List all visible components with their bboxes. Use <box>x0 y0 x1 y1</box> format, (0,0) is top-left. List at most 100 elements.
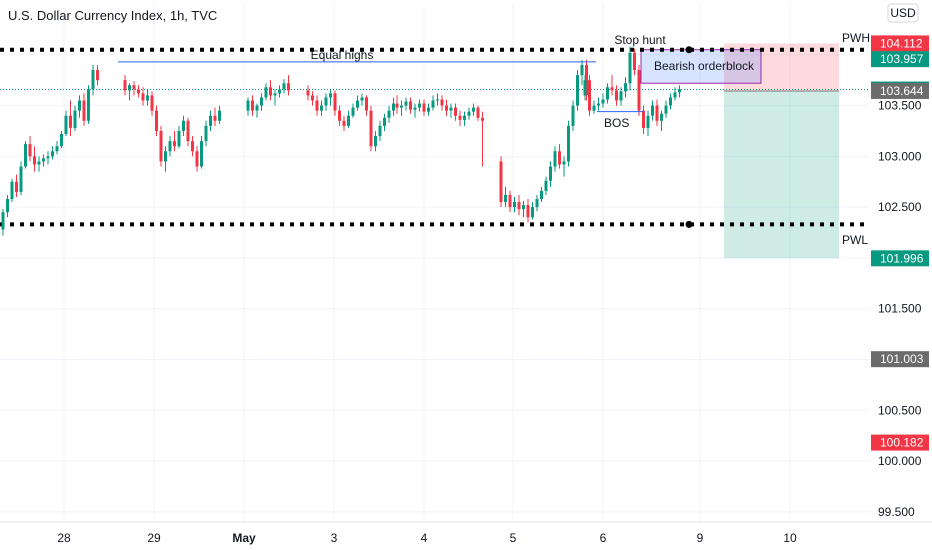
candle-body <box>218 110 221 121</box>
candle-body <box>669 97 672 106</box>
candle-body <box>526 205 530 218</box>
candle-body <box>1 212 5 230</box>
y-tick-label: 103.000 <box>878 149 922 163</box>
candle-body <box>282 83 286 90</box>
candle-body <box>260 97 263 106</box>
candle-body <box>186 120 190 142</box>
candle-body <box>615 90 618 101</box>
candle-body <box>449 107 453 111</box>
currency-label: USD <box>890 6 916 20</box>
candle-body <box>637 70 641 111</box>
x-tick-label: 29 <box>147 531 161 545</box>
candle-body <box>392 103 395 111</box>
candle-body <box>436 99 439 101</box>
x-tick-label: 28 <box>57 531 71 545</box>
candle-body <box>619 91 623 101</box>
candle-body <box>28 144 32 157</box>
price-tag <box>871 35 929 52</box>
x-tick-label: May <box>232 531 256 545</box>
price-tag-label: 101.996 <box>880 251 924 265</box>
candle-body <box>633 52 636 71</box>
candle-body <box>351 107 355 116</box>
candle-body <box>467 111 471 116</box>
candle-body <box>378 125 382 137</box>
candle-body <box>445 105 448 111</box>
price-tag-label: 103.957 <box>880 52 924 66</box>
candle-body <box>73 110 77 128</box>
candle-body <box>287 83 290 91</box>
candle-body <box>278 89 281 94</box>
currency-badge <box>887 3 919 23</box>
candle-body <box>159 130 163 162</box>
candle-body <box>164 151 167 162</box>
candle-body <box>610 87 614 91</box>
candle-body <box>311 95 314 101</box>
candle-body <box>60 134 63 147</box>
candle-body <box>200 141 203 167</box>
candle-body <box>69 115 72 128</box>
candle-body <box>306 90 310 96</box>
candle-body <box>269 87 272 96</box>
candle-body <box>522 205 525 210</box>
time-axis[interactable]: 28 29 May 3 4 5 6 9 10 <box>0 521 932 545</box>
candle-body <box>642 110 645 128</box>
candle-body <box>576 75 579 106</box>
x-tick-label: 5 <box>510 531 517 545</box>
bos-label: BOS <box>604 116 629 130</box>
candle-body <box>33 156 36 165</box>
candle-body <box>646 115 650 128</box>
candle-body <box>651 105 654 116</box>
candle-body <box>338 110 341 121</box>
y-tick-label: 101.500 <box>878 302 922 316</box>
candle-body <box>347 115 350 126</box>
equal-highs-label: Equal highs <box>311 48 374 62</box>
candle-body <box>177 130 181 147</box>
candle-body <box>427 107 430 112</box>
candle-body <box>535 199 539 208</box>
candle-body <box>87 89 90 121</box>
take-profit-zone <box>724 90 839 259</box>
candle-body <box>404 101 408 106</box>
chart-title: U.S. Dollar Currency Index, 1h, TVC <box>8 8 217 23</box>
pwh-label: PWH <box>842 31 870 45</box>
candle-body <box>549 166 552 181</box>
candle-body <box>82 100 86 121</box>
candle-body <box>606 87 609 100</box>
candle-body <box>356 100 359 108</box>
candle-body <box>315 100 319 111</box>
candle-body <box>508 194 512 208</box>
candle-body <box>409 101 412 110</box>
orderblock-box <box>640 49 762 84</box>
price-axis[interactable]: 99.500100.000100.500101.000101.500102.00… <box>871 3 929 519</box>
candle-body <box>418 103 421 108</box>
candle-body <box>155 110 158 131</box>
price-tag <box>871 51 929 68</box>
candle-body <box>463 115 466 120</box>
candle-body <box>553 151 557 167</box>
pwh-pivot-dot <box>685 46 693 54</box>
candle-body <box>168 141 172 152</box>
candle-body <box>365 97 368 111</box>
candle-body <box>540 190 543 200</box>
candle-body <box>567 125 570 162</box>
price-tag-label: 104.112 <box>880 36 923 50</box>
candle-body <box>562 161 566 165</box>
candle-body <box>360 97 364 101</box>
candle-body <box>78 100 81 111</box>
candle-body <box>15 181 18 192</box>
candle-body <box>454 107 457 116</box>
candle-body <box>601 99 605 104</box>
candle-body <box>628 52 632 84</box>
candle-body <box>472 107 475 112</box>
pwl-label: PWL <box>842 233 868 247</box>
candle-body <box>141 93 145 101</box>
candle-body <box>558 151 561 165</box>
y-tick-label: 102.500 <box>878 200 922 214</box>
annotations: Equal highs Stop hunt Bearish orderblock BO… <box>118 31 870 247</box>
candle-body <box>173 141 176 147</box>
x-tick-label: 9 <box>697 531 704 545</box>
candle-body <box>440 99 444 106</box>
candle-body <box>592 105 596 111</box>
